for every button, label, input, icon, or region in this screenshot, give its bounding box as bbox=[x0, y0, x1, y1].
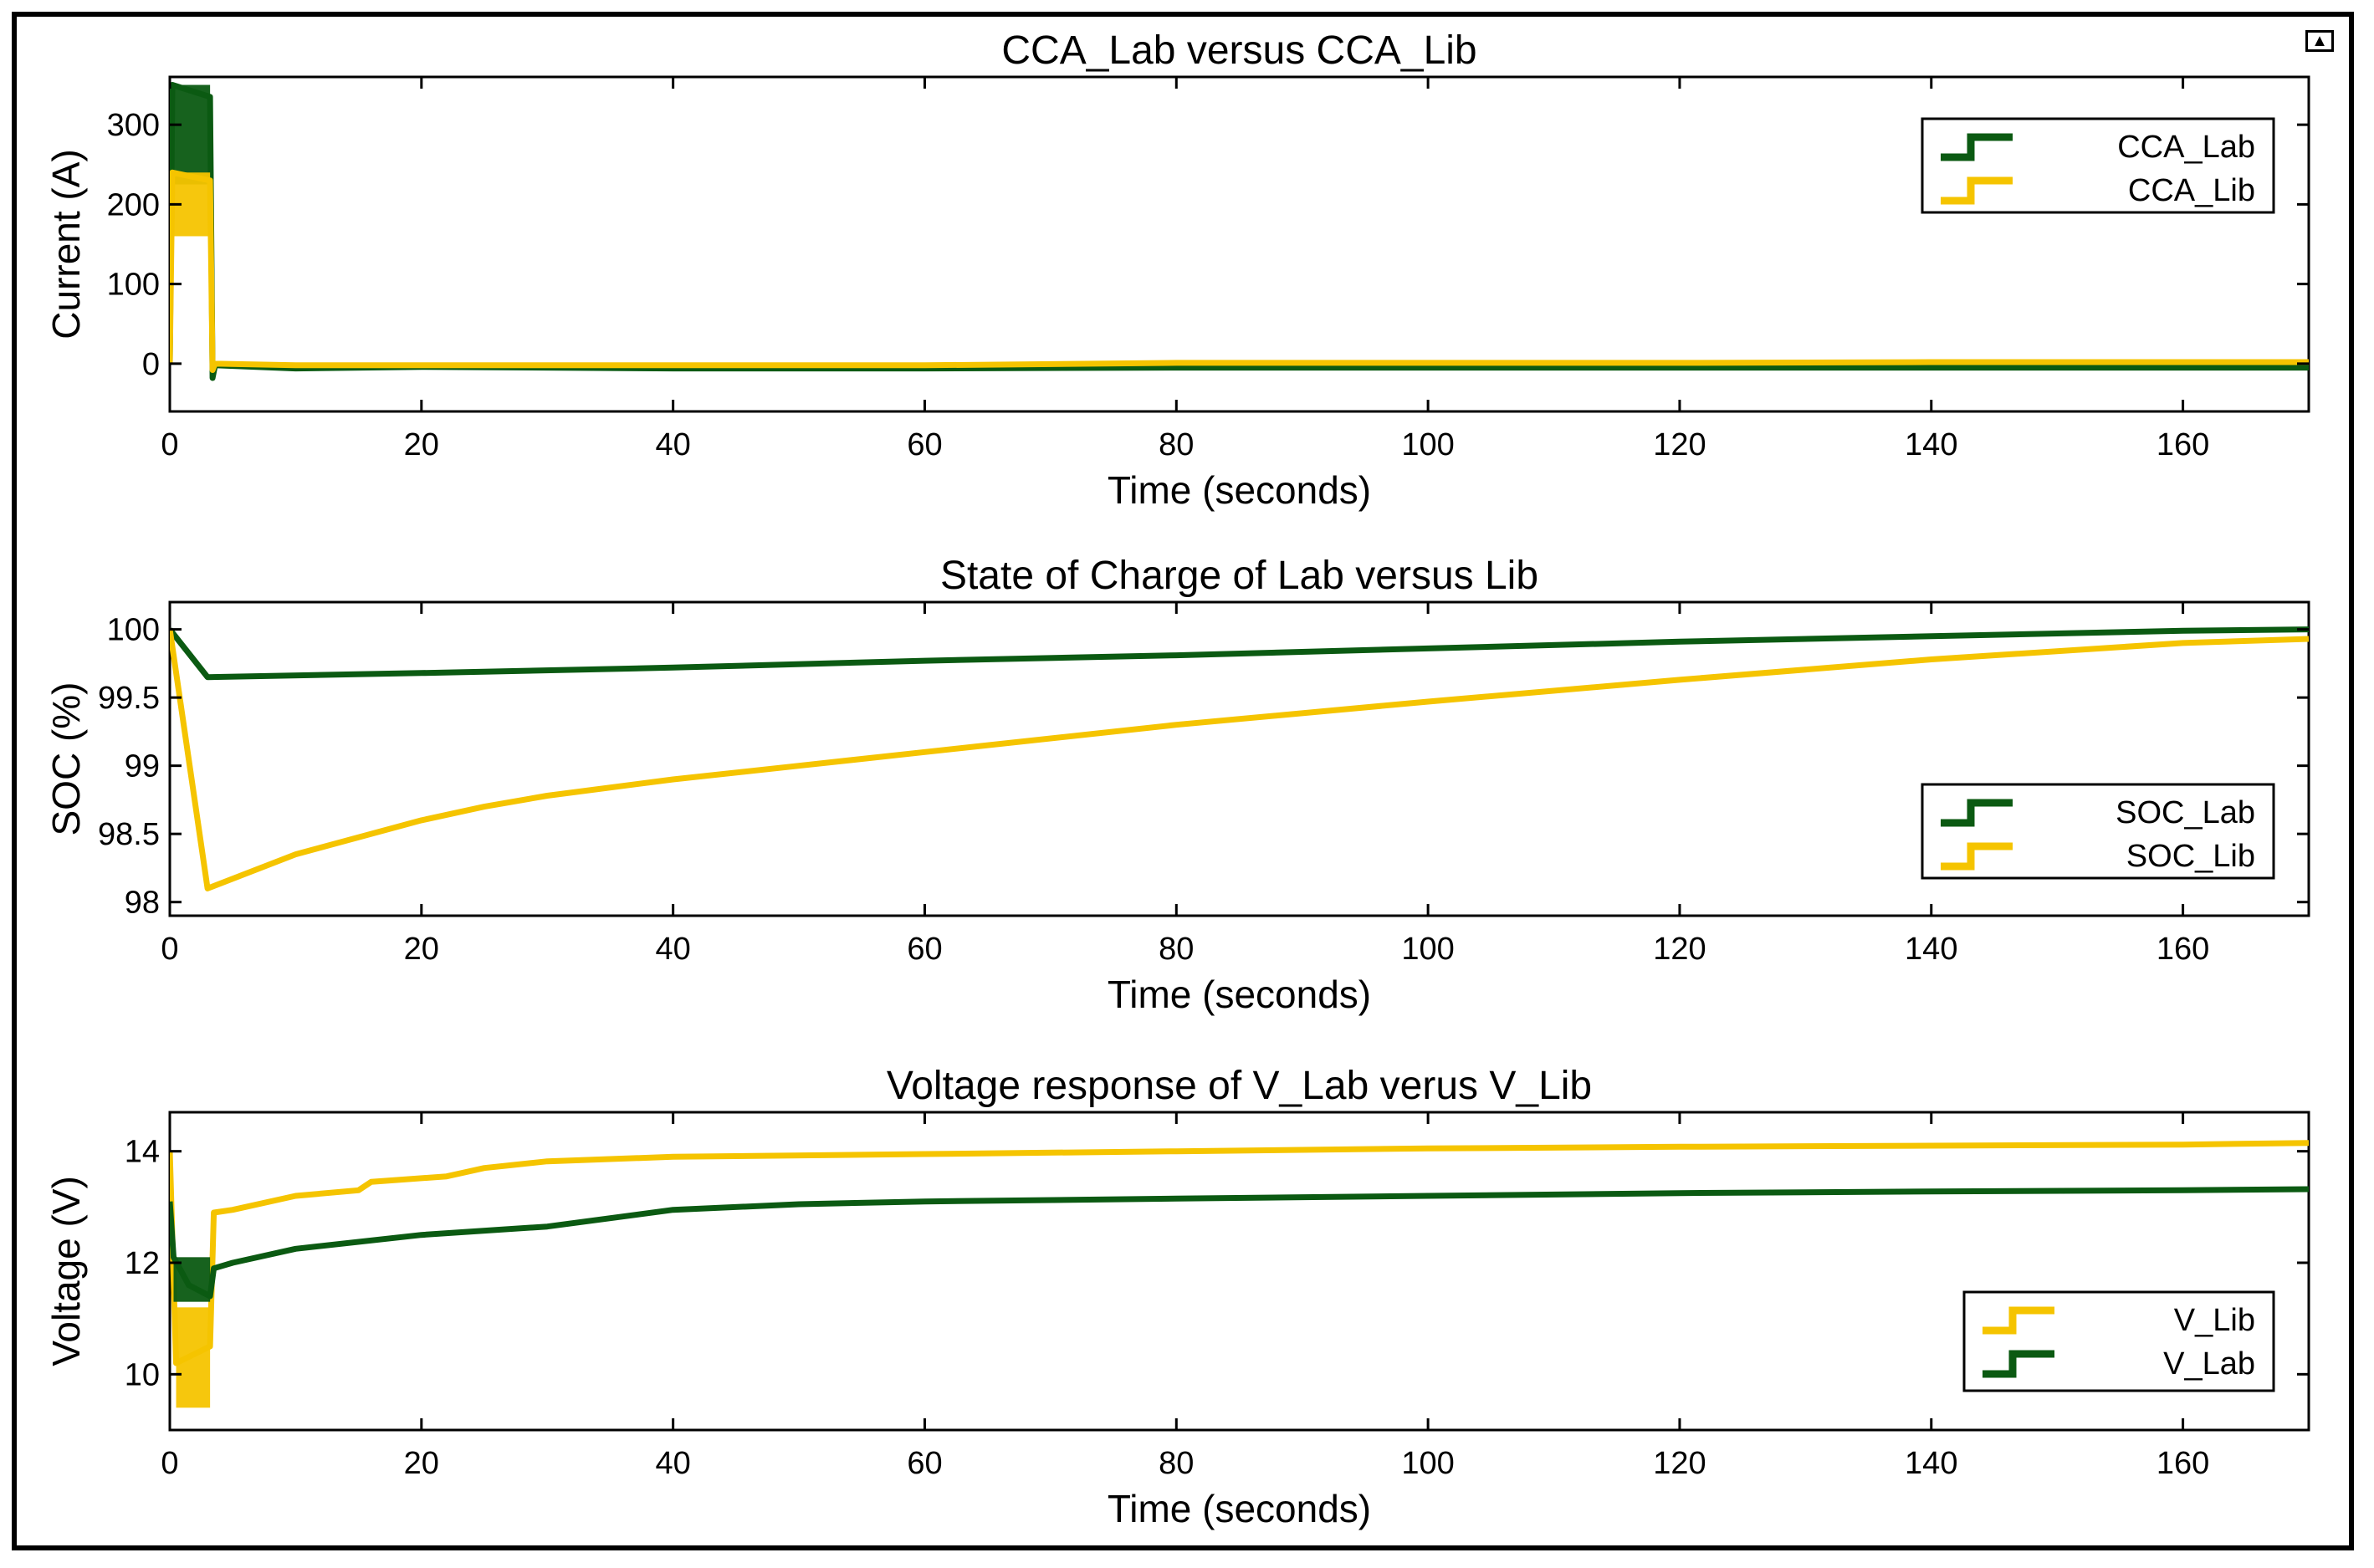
voltage-xtick-label: 60 bbox=[907, 1446, 942, 1481]
current-data bbox=[170, 82, 2309, 381]
soc-data bbox=[170, 626, 2309, 891]
current-legend-swatch-CCA_Lab bbox=[1941, 133, 2013, 161]
current-legend: CCA_Lab CCA_Lib bbox=[1921, 117, 2275, 214]
voltage-ytick-label: 10 bbox=[125, 1357, 160, 1392]
soc-ylabel: SOC (%) bbox=[44, 682, 88, 836]
current-title: CCA_Lab versus CCA_Lib bbox=[1001, 28, 1476, 73]
current-xtick-label: 20 bbox=[404, 427, 439, 462]
soc-xtick-label: 160 bbox=[2157, 932, 2209, 967]
voltage-xtick-label: 0 bbox=[161, 1446, 178, 1481]
soc-xtick-label: 40 bbox=[656, 932, 691, 967]
current-legend-swatch-CCA_Lib bbox=[1941, 176, 2013, 205]
current-axes: 0 20 40 60 80 100 120 140 160 0 100 200 300 CCA_Lab v… bbox=[44, 28, 2310, 512]
current-ytick-label: 0 bbox=[142, 347, 160, 382]
current-xtick-label: 60 bbox=[907, 427, 942, 462]
soc-ytick-label: 98 bbox=[125, 886, 160, 921]
voltage-data bbox=[170, 1140, 2309, 1408]
voltage-legend: V_Lib V_Lab bbox=[1962, 1290, 2275, 1392]
current-xtick-label: 80 bbox=[1159, 427, 1194, 462]
current-xtick-label: 120 bbox=[1653, 427, 1706, 462]
soc-legend-label-SOC_Lib: SOC_Lib bbox=[2126, 839, 2255, 874]
voltage-xtick-label: 80 bbox=[1159, 1446, 1194, 1481]
current-xlabel: Time (seconds) bbox=[1108, 468, 1371, 512]
voltage-series-V_Lab-line bbox=[170, 1186, 2309, 1300]
soc-legend-swatch-SOC_Lab bbox=[1941, 799, 2013, 827]
voltage-xtick-label: 40 bbox=[656, 1446, 691, 1481]
soc-legend-box bbox=[1921, 783, 2275, 880]
voltage-axes: 0 20 40 60 80 100 120 140 160 10 12 14 Voltage respo… bbox=[44, 1064, 2310, 1530]
voltage-ylabel: Voltage (V) bbox=[44, 1176, 88, 1366]
current-xtick-label: 140 bbox=[1905, 427, 1957, 462]
voltage-legend-label-V_Lab: V_Lab bbox=[2163, 1346, 2255, 1382]
voltage-xtick-label: 120 bbox=[1653, 1446, 1706, 1481]
soc-xtick-label: 80 bbox=[1159, 932, 1194, 967]
soc-xtick-label: 140 bbox=[1905, 932, 1957, 967]
soc-xtick-label: 120 bbox=[1653, 932, 1706, 967]
soc-ytick-label: 100 bbox=[107, 613, 160, 648]
voltage-xtick-label: 20 bbox=[404, 1446, 439, 1481]
voltage-xtick-label: 140 bbox=[1905, 1446, 1957, 1481]
current-ylabel: Current (A) bbox=[44, 149, 88, 339]
soc-legend-label-SOC_Lab: SOC_Lab bbox=[2116, 795, 2255, 830]
soc-xlabel: Time (seconds) bbox=[1108, 973, 1371, 1016]
current-xtick-label: 100 bbox=[1401, 427, 1454, 462]
current-series-CCA_Lib-line bbox=[170, 169, 2309, 373]
voltage-xtick-label: 100 bbox=[1401, 1446, 1454, 1481]
soc-ytick-label: 99.5 bbox=[98, 681, 160, 716]
soc-axes: 0 20 40 60 80 100 120 140 160 98 98.5 99 99.5 100 Stat… bbox=[44, 554, 2310, 1016]
current-legend-label-CCA_Lab: CCA_Lab bbox=[2117, 130, 2255, 165]
voltage-legend-swatch-V_Lib bbox=[1983, 1306, 2054, 1335]
soc-xtick-label: 20 bbox=[404, 932, 439, 967]
current-ytick-label: 200 bbox=[107, 187, 160, 222]
voltage-legend-swatch-V_Lab bbox=[1983, 1350, 2054, 1378]
voltage-xtick-label: 160 bbox=[2157, 1446, 2209, 1481]
soc-title: State of Charge of Lab versus Lib bbox=[940, 554, 1538, 598]
current-ytick-label: 100 bbox=[107, 268, 160, 303]
voltage-ytick-label: 14 bbox=[125, 1135, 160, 1170]
voltage-ytick-label: 12 bbox=[125, 1246, 160, 1281]
soc-xtick-label: 0 bbox=[161, 932, 178, 967]
soc-legend-swatch-SOC_Lib bbox=[1941, 842, 2013, 871]
current-ytick-label: 300 bbox=[107, 108, 160, 143]
soc-series-SOC_Lib-line bbox=[170, 629, 2309, 891]
current-legend-label-CCA_Lib: CCA_Lib bbox=[2128, 173, 2255, 208]
current-series-CCA_Lab-noise-band bbox=[172, 84, 211, 185]
current-xtick-label: 0 bbox=[161, 427, 178, 462]
soc-xtick-label: 100 bbox=[1401, 932, 1454, 967]
current-xtick-label: 160 bbox=[2157, 427, 2209, 462]
voltage-xlabel: Time (seconds) bbox=[1108, 1487, 1371, 1530]
voltage-series-V_Lib-line bbox=[170, 1140, 2309, 1366]
voltage-legend-label-V_Lib: V_Lib bbox=[2174, 1303, 2255, 1338]
soc-ytick-label: 99 bbox=[125, 749, 160, 784]
soc-ytick-label: 98.5 bbox=[98, 817, 160, 852]
current-xtick-label: 40 bbox=[656, 427, 691, 462]
voltage-title: Voltage response of V_Lab verus V_Lib bbox=[887, 1064, 1592, 1108]
soc-series-SOC_Lab-line bbox=[170, 626, 2309, 681]
soc-legend: SOC_Lab SOC_Lib bbox=[1921, 783, 2275, 880]
dock-arrow-icon[interactable]: ▲ bbox=[2305, 30, 2334, 52]
soc-xtick-label: 60 bbox=[907, 932, 942, 967]
